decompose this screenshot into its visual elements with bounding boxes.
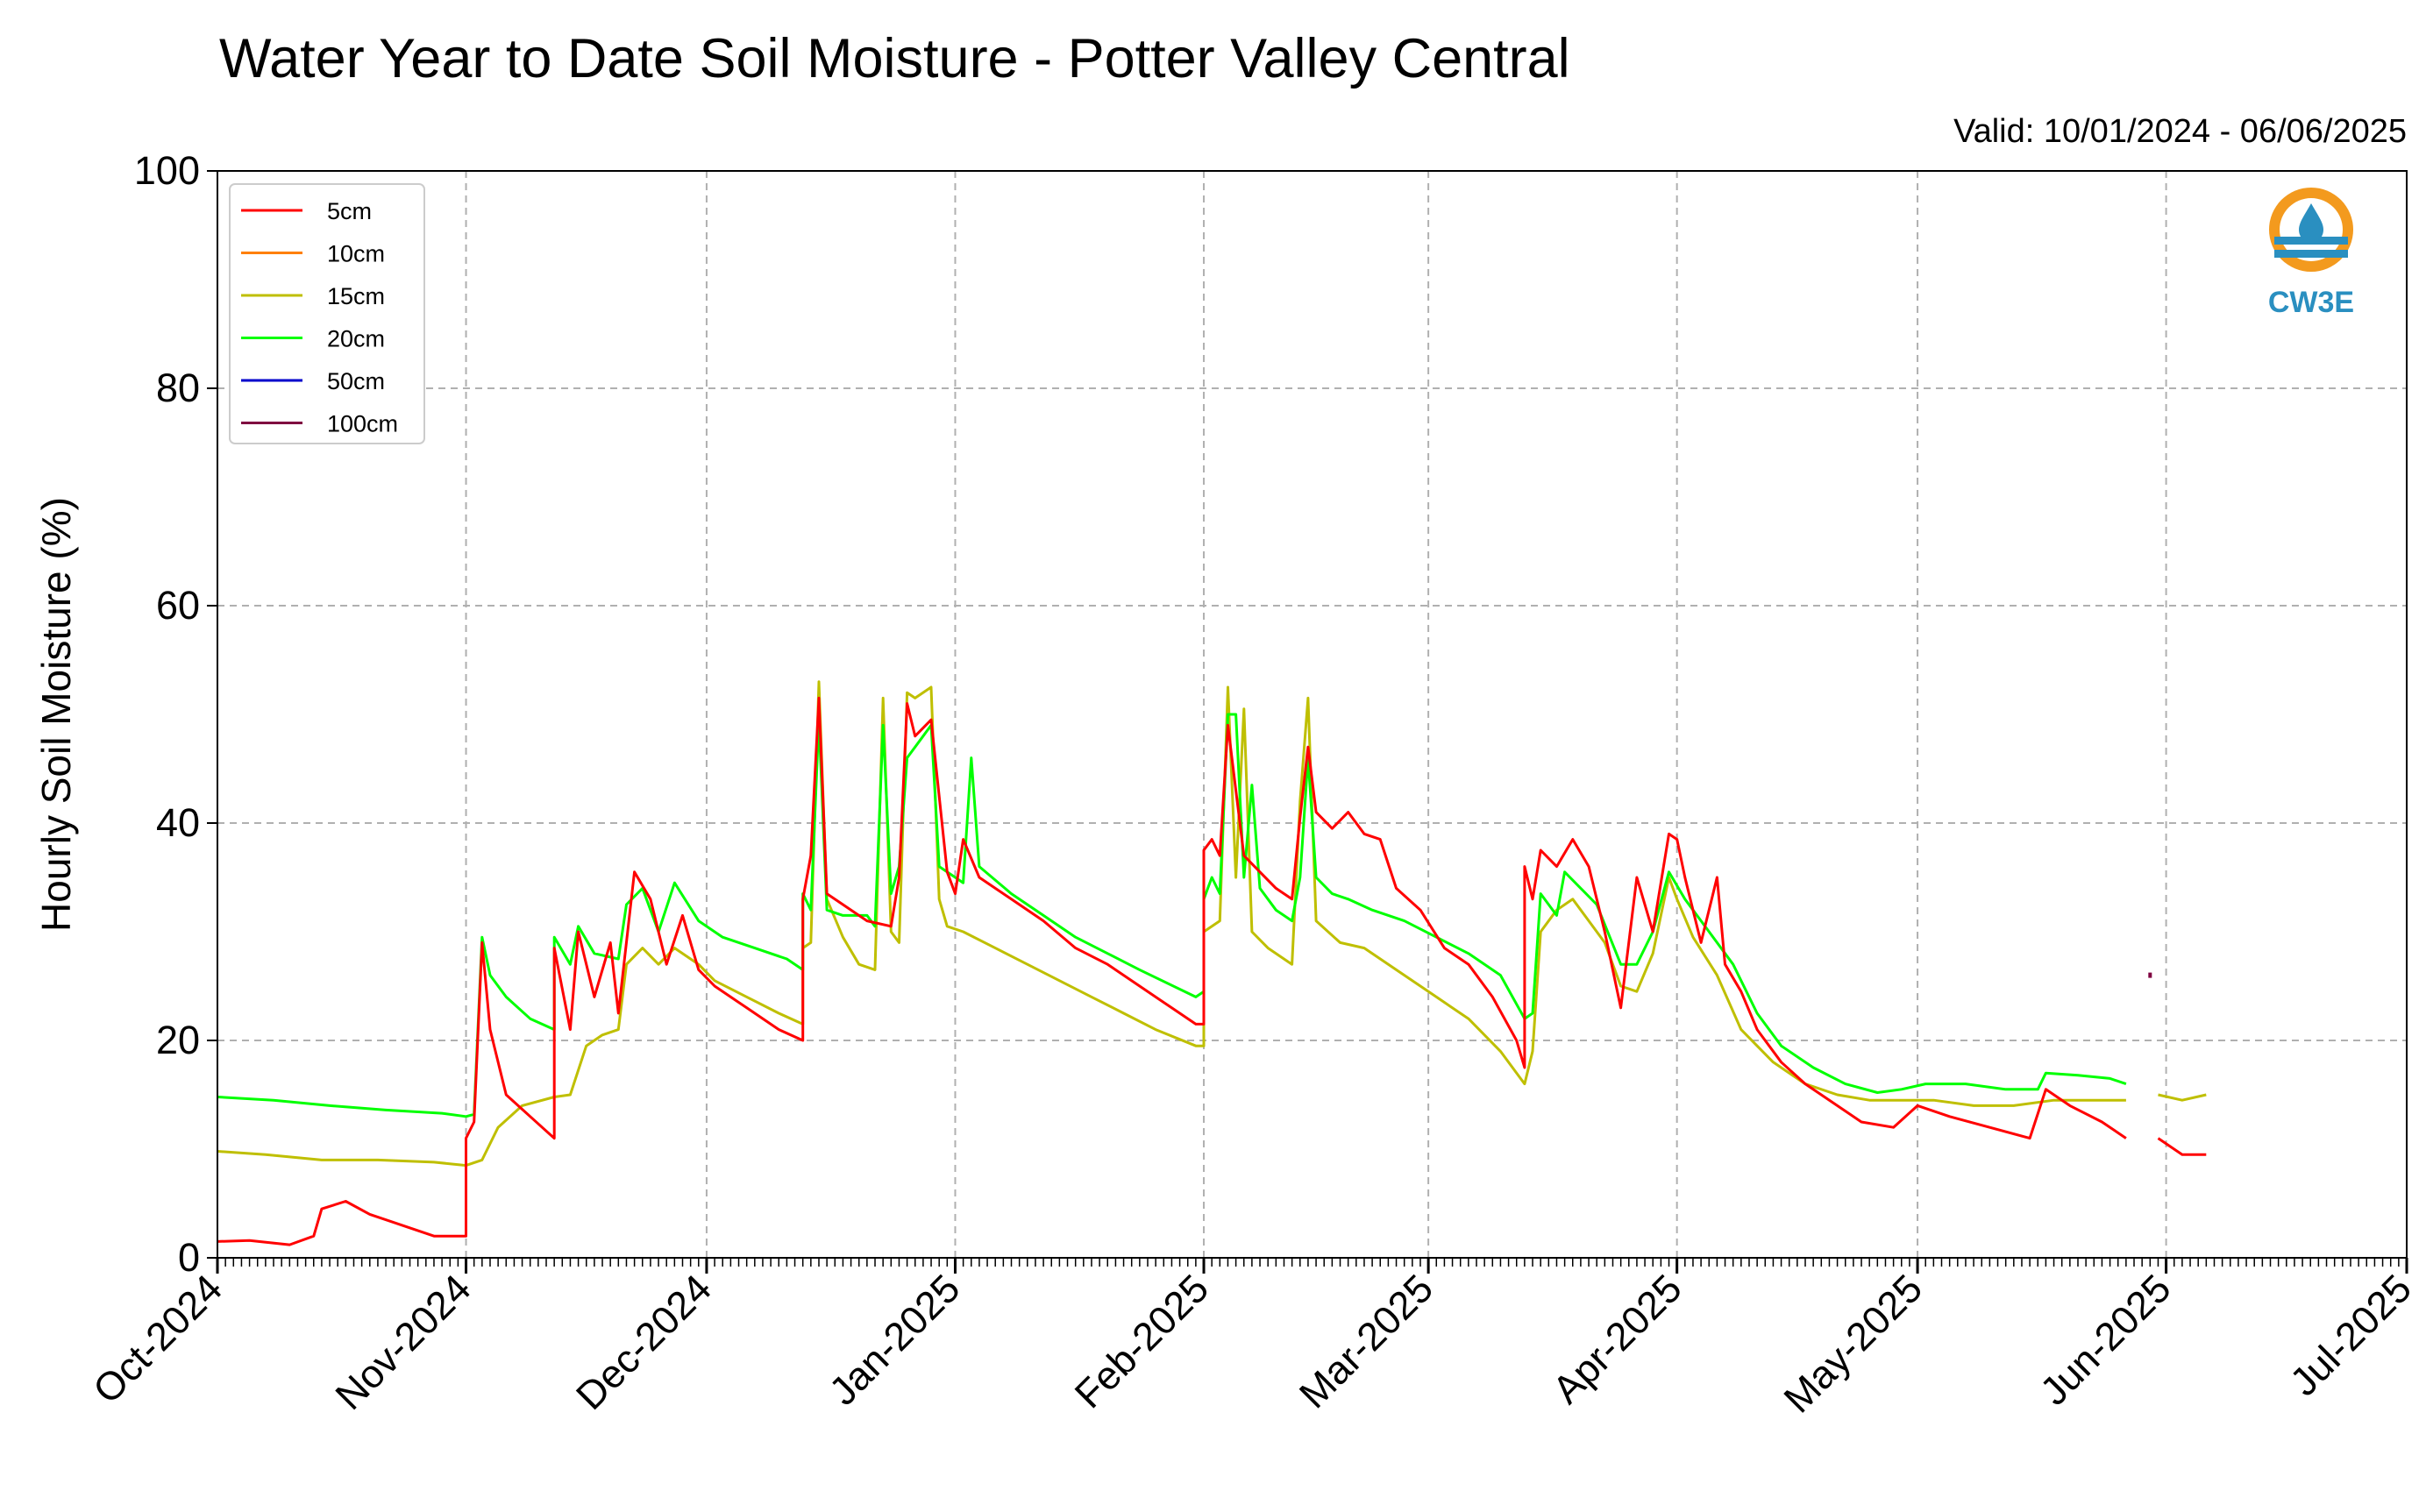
x-tick-label: Apr-2025 bbox=[1544, 1266, 1690, 1412]
plot-frame bbox=[217, 170, 2408, 1259]
y-axis-label: Hourly Soil Moisture (%) bbox=[33, 497, 79, 932]
droplet-icon bbox=[2299, 203, 2323, 243]
legend-label: 15cm bbox=[327, 283, 385, 309]
series-lines bbox=[217, 680, 2207, 1246]
x-tick-label: Dec-2024 bbox=[567, 1266, 720, 1418]
x-tick-label: Nov-2024 bbox=[327, 1266, 480, 1418]
y-tick-label: 0 bbox=[178, 1235, 200, 1280]
legend-frame bbox=[229, 183, 425, 444]
y-tick-label: 60 bbox=[156, 583, 200, 628]
x-tick-label: Oct-2024 bbox=[84, 1266, 231, 1412]
y-tick-label: 20 bbox=[156, 1018, 200, 1062]
y-tick-label: 100 bbox=[134, 148, 200, 193]
y-tick-label: 80 bbox=[156, 366, 200, 410]
x-tick-label: Feb-2025 bbox=[1066, 1266, 1217, 1416]
series-line-15cm bbox=[217, 680, 2207, 1168]
x-tick-label: Jun-2025 bbox=[2031, 1266, 2180, 1414]
series-line-5cm bbox=[217, 696, 2207, 1246]
x-tick-label: Mar-2025 bbox=[1291, 1266, 1441, 1416]
x-tick-label: Jul-2025 bbox=[2281, 1266, 2420, 1404]
x-tick-label: Jan-2025 bbox=[821, 1266, 969, 1414]
legend-label: 10cm bbox=[327, 241, 385, 267]
series-line-20cm bbox=[217, 713, 2127, 1118]
x-tick-label: May-2025 bbox=[1775, 1266, 1932, 1422]
legend-label: 50cm bbox=[327, 368, 385, 394]
logo-text: CW3E bbox=[2268, 286, 2354, 319]
series-point-100cm bbox=[2148, 972, 2152, 978]
legend: 5cm 10cm 15cm 20cm 50cm 100cm bbox=[229, 183, 425, 444]
grid bbox=[217, 170, 2408, 1259]
chart-title: Water Year to Date Soil Moisture - Potte… bbox=[219, 28, 1570, 89]
cw3e-logo: CW3E bbox=[2268, 188, 2354, 319]
logo-wave-2 bbox=[2274, 250, 2348, 258]
y-tick-label: 40 bbox=[156, 800, 200, 845]
legend-label: 20cm bbox=[327, 326, 385, 352]
legend-label: 100cm bbox=[327, 411, 398, 437]
chart-subtitle: Valid: 10/01/2024 - 06/06/2025 bbox=[1953, 113, 2407, 150]
legend-label: 5cm bbox=[327, 198, 372, 224]
